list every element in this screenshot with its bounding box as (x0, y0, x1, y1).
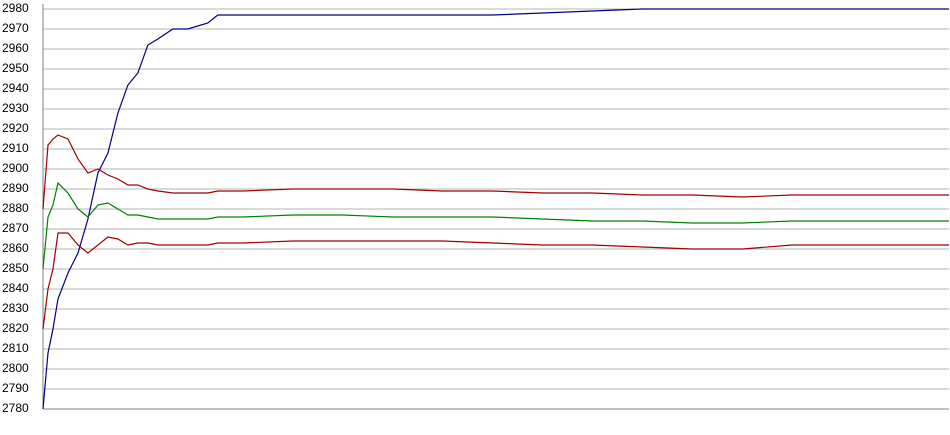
y-tick-label: 2940 (2, 81, 29, 95)
y-tick-label: 2920 (2, 121, 29, 135)
y-tick-label: 2780 (2, 401, 29, 415)
series-line (42, 134, 949, 210)
series-line (42, 181, 949, 270)
y-tick-label: 2860 (2, 241, 29, 255)
y-tick-label: 2970 (2, 21, 29, 35)
y-tick-label: 2980 (2, 1, 29, 15)
y-tick-label: 2870 (2, 221, 29, 235)
y-tick-label: 2840 (2, 281, 29, 295)
y-tick-label: 2790 (2, 381, 29, 395)
y-tick-label: 2960 (2, 41, 29, 55)
y-tick-label: 2820 (2, 321, 29, 335)
y-tick-label: 2850 (2, 261, 29, 275)
y-tick-label: 2880 (2, 201, 29, 215)
y-tick-label: 2900 (2, 161, 29, 175)
y-tick-label: 2830 (2, 301, 29, 315)
y-tick-label: 2950 (2, 61, 29, 75)
y-tick-label: 2800 (2, 361, 29, 375)
y-tick-label: 2910 (2, 141, 29, 155)
y-tick-label: 2810 (2, 341, 29, 355)
y-tick-label: 2890 (2, 181, 29, 195)
series-line (42, 232, 949, 330)
y-tick-label: 2930 (2, 101, 29, 115)
series-line (42, 8, 949, 410)
